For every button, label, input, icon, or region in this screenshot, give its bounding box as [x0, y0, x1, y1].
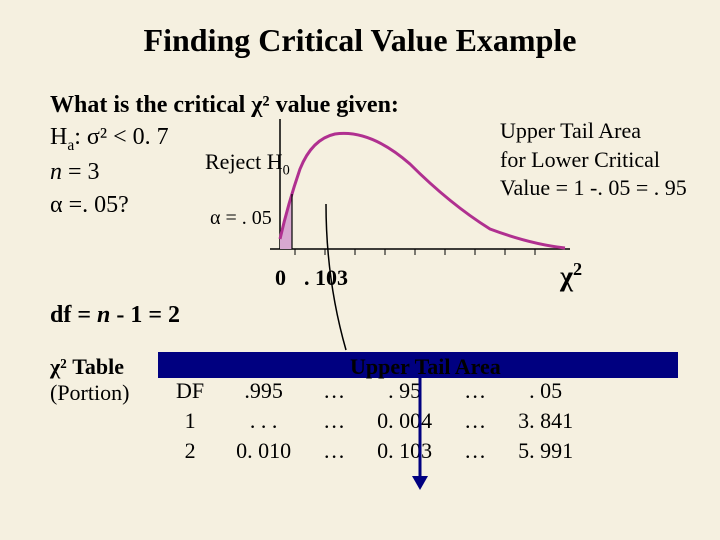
cell: …: [448, 406, 502, 436]
cell: 2: [160, 436, 220, 466]
n-val: = 3: [62, 159, 100, 185]
chi2-table-label: χ² Table (Portion): [50, 354, 129, 407]
n-label: n: [50, 159, 62, 185]
chi-sup: 2: [573, 259, 582, 279]
table-header-row: DF .995 … . 95 … . 05: [160, 376, 589, 406]
cell: 5. 991: [502, 436, 589, 466]
chi2-axis-label: χ2: [560, 259, 582, 293]
ha-h: H: [50, 124, 67, 150]
col-05: . 05: [502, 376, 589, 406]
table-row: 1 . . . … 0. 004 … 3. 841: [160, 406, 589, 436]
df-equation: df = n - 1 = 2: [50, 302, 180, 329]
table-title-2: (Portion): [50, 380, 129, 405]
chi-square-curve: [250, 109, 580, 269]
col-dots1: …: [307, 376, 361, 406]
ha-cond: : σ² < 0. 7: [74, 124, 168, 150]
table-spacer-row: [160, 350, 589, 376]
chi-square-table: DF .995 … . 95 … . 05 1 . . . … 0. 004 ……: [160, 350, 589, 466]
cell: …: [307, 436, 361, 466]
arrow-axis-to-table: [316, 200, 366, 360]
arrow-to-cell: [400, 372, 440, 492]
cell: . . .: [220, 406, 307, 436]
table-title-1: χ² Table: [50, 354, 124, 379]
col-df: DF: [160, 376, 220, 406]
page-title: Finding Critical Value Example: [0, 0, 720, 59]
table-row: 2 0. 010 … 0. 103 … 5. 991: [160, 436, 589, 466]
cell: 1: [160, 406, 220, 436]
cell: …: [448, 436, 502, 466]
cell: 0. 010: [220, 436, 307, 466]
cell: 3. 841: [502, 406, 589, 436]
cell: …: [307, 406, 361, 436]
col-dots2: …: [448, 376, 502, 406]
axis-zero: 0: [275, 265, 286, 291]
col-995: .995: [220, 376, 307, 406]
chi-glyph: χ: [560, 261, 573, 292]
